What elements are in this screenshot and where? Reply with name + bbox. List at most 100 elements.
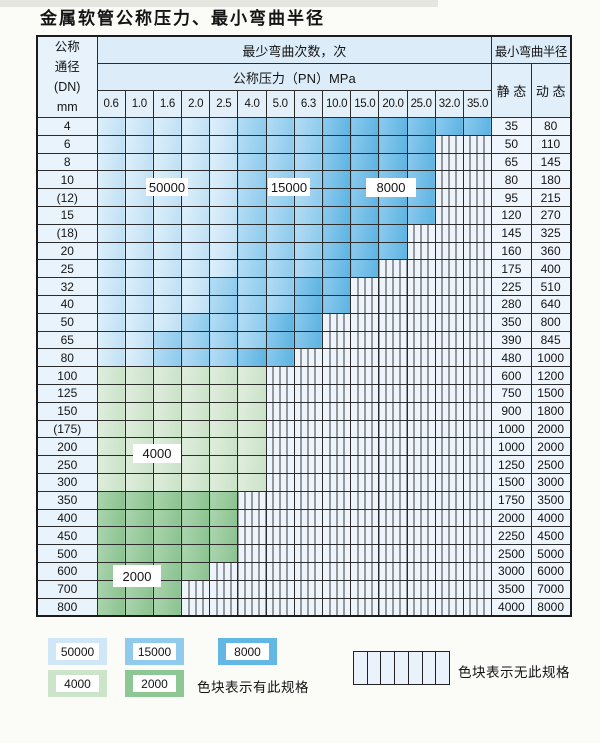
table-row: 80 480 1000 — [36, 348, 572, 368]
cell-15000 — [265, 241, 295, 261]
cell-4000 — [181, 455, 211, 474]
cell-no-spec — [406, 330, 436, 350]
spec-table: 公称 通径 (DN) mm 最少弯曲次数，次 最小弯曲半径 公称压力（PN）MPa 静… — [36, 35, 572, 618]
table-row: 125 750 1500 — [36, 383, 572, 403]
cell-4000 — [181, 419, 211, 439]
region-label-8000: 8000 — [366, 178, 416, 197]
cell-8000 — [293, 330, 324, 350]
cell-50000 — [124, 117, 154, 136]
hatch-stripe-cell — [423, 652, 437, 684]
cell-8000 — [265, 330, 295, 350]
cell-15000 — [237, 117, 267, 136]
table-body: 4 35 80 6 50 110 8 65 145 10 80 180 (12) 95 215 15 120 27… — [36, 117, 572, 617]
cell-15000 — [265, 134, 295, 154]
cell-no-spec — [462, 152, 493, 172]
pressure-header-cell: 2.0 — [181, 90, 211, 118]
dn-cell: 800 — [36, 597, 98, 617]
cell-no-spec — [378, 597, 408, 617]
static-radius-cell: 1000 — [491, 437, 532, 457]
cell-no-spec — [293, 383, 324, 403]
dn-cell: (175) — [36, 419, 98, 439]
table-row: 150 900 1800 — [36, 401, 572, 421]
cell-8000 — [265, 312, 295, 332]
cell-8000 — [321, 152, 352, 172]
cell-50000 — [124, 134, 154, 154]
cell-50000 — [96, 170, 126, 190]
cell-2000 — [152, 490, 183, 510]
dynamic-radius-cell: 3500 — [530, 490, 572, 510]
cell-15000 — [209, 348, 239, 368]
cell-4000 — [181, 437, 211, 457]
cell-8000 — [321, 241, 352, 261]
cell-no-spec — [350, 348, 380, 368]
dynamic-radius-cell: 3000 — [530, 472, 572, 492]
cell-no-spec — [378, 579, 408, 599]
cell-no-spec — [350, 401, 380, 421]
cell-no-spec — [237, 508, 267, 528]
cell-15000 — [237, 294, 267, 314]
cell-2000 — [181, 561, 211, 581]
cell-15000 — [293, 259, 324, 279]
cell-15000 — [237, 259, 267, 279]
cell-8000 — [378, 117, 408, 136]
table-row: 50 350 800 — [36, 312, 572, 332]
cell-no-spec — [265, 383, 295, 403]
cell-50000 — [124, 205, 154, 225]
cell-no-spec — [237, 544, 267, 563]
dn-cell: 4 — [36, 117, 98, 136]
cell-no-spec — [434, 561, 464, 581]
cell-no-spec — [434, 312, 464, 332]
cell-no-spec — [293, 579, 324, 599]
cell-no-spec — [378, 294, 408, 314]
dynamic-radius-cell: 510 — [530, 277, 572, 296]
cell-no-spec — [406, 241, 436, 261]
static-radius-cell: 600 — [491, 366, 532, 385]
static-radius-cell: 280 — [491, 294, 532, 314]
static-radius-cell: 390 — [491, 330, 532, 350]
cell-no-spec — [406, 401, 436, 421]
cell-15000 — [237, 330, 267, 350]
cell-no-spec — [350, 508, 380, 528]
table-row: 450 2250 4500 — [36, 526, 572, 546]
cell-no-spec — [350, 561, 380, 581]
dn-cell: 6 — [36, 134, 98, 154]
table-row: (175) 1000 2000 — [36, 419, 572, 439]
dn-cell: 65 — [36, 330, 98, 350]
cell-15000 — [265, 117, 295, 136]
dynamic-radius-cell: 7000 — [530, 579, 572, 599]
legend-swatch-15000: 15000 — [125, 638, 184, 665]
cell-50000 — [209, 170, 239, 190]
cell-50000 — [181, 170, 211, 190]
static-radius-cell: 50 — [491, 134, 532, 154]
header-row-1: 公称 通径 (DN) mm 最少弯曲次数，次 最小弯曲半径 — [36, 35, 572, 118]
cell-no-spec — [350, 277, 380, 296]
cell-50000 — [209, 152, 239, 172]
cell-no-spec — [462, 383, 493, 403]
cell-no-spec — [434, 241, 464, 261]
dynamic-radius-cell: 2000 — [530, 437, 572, 457]
cell-8000 — [321, 277, 352, 296]
static-radius-cell: 1500 — [491, 472, 532, 492]
hatch-stripe-cell — [436, 652, 449, 684]
cell-15000 — [237, 188, 267, 207]
cell-no-spec — [293, 526, 324, 546]
static-radius-cell: 175 — [491, 259, 532, 279]
cell-4000 — [152, 472, 183, 492]
cell-50000 — [152, 223, 183, 243]
cell-no-spec — [265, 508, 295, 528]
cell-no-spec — [265, 455, 295, 474]
dn-header-line: (DN) — [54, 80, 81, 94]
cell-50000 — [96, 330, 126, 350]
cell-2000 — [124, 508, 154, 528]
static-radius-cell: 4000 — [491, 597, 532, 617]
cell-15000 — [265, 205, 295, 225]
cell-no-spec — [406, 259, 436, 279]
cell-no-spec — [406, 437, 436, 457]
cell-no-spec — [350, 419, 380, 439]
pressure-header-cell: 1.6 — [152, 90, 183, 118]
cell-no-spec — [434, 437, 464, 457]
cell-4000 — [181, 366, 211, 385]
dynamic-column-header: 动 态 — [530, 63, 572, 118]
cell-no-spec — [434, 223, 464, 243]
table-row: 40 280 640 — [36, 294, 572, 314]
